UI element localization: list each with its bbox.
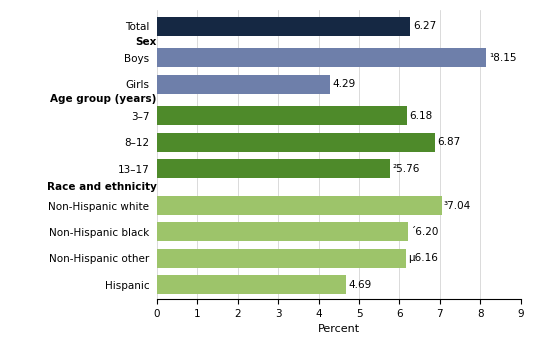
- Text: Sex: Sex: [136, 37, 157, 47]
- Bar: [157, 133, 435, 152]
- Bar: [157, 222, 408, 241]
- Text: ³7.04: ³7.04: [444, 201, 471, 210]
- Text: 6.87: 6.87: [437, 137, 460, 147]
- Bar: [157, 17, 410, 36]
- Text: 6.18: 6.18: [409, 111, 432, 121]
- Text: ²5.76: ²5.76: [392, 164, 419, 173]
- Bar: [157, 74, 330, 94]
- Text: Race and ethnicity: Race and ethnicity: [47, 182, 157, 191]
- Bar: [157, 106, 407, 125]
- Text: ´6.20: ´6.20: [410, 227, 438, 237]
- X-axis label: Percent: Percent: [318, 324, 360, 335]
- Text: ¹8.15: ¹8.15: [489, 53, 516, 63]
- Text: 4.69: 4.69: [349, 280, 372, 290]
- Bar: [157, 48, 487, 67]
- Bar: [157, 249, 406, 268]
- Text: Age group (years): Age group (years): [50, 94, 157, 104]
- Text: µ6.16: µ6.16: [408, 253, 438, 263]
- Text: 4.29: 4.29: [333, 79, 356, 89]
- Bar: [157, 159, 390, 178]
- Bar: [157, 196, 441, 215]
- Text: 6.27: 6.27: [413, 21, 436, 31]
- Bar: [157, 275, 347, 294]
